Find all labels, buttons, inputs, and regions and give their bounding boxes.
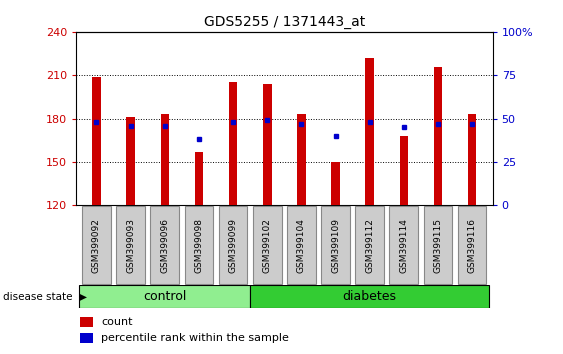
Bar xyxy=(297,114,306,205)
Bar xyxy=(126,117,135,205)
FancyBboxPatch shape xyxy=(321,206,350,284)
FancyBboxPatch shape xyxy=(390,206,418,284)
Text: GSM399112: GSM399112 xyxy=(365,218,374,273)
Text: GSM399099: GSM399099 xyxy=(229,218,238,273)
Bar xyxy=(263,84,271,205)
FancyBboxPatch shape xyxy=(253,206,282,284)
FancyBboxPatch shape xyxy=(117,206,145,284)
FancyBboxPatch shape xyxy=(355,206,384,284)
Bar xyxy=(160,114,169,205)
FancyBboxPatch shape xyxy=(219,206,247,284)
Bar xyxy=(80,317,93,327)
Text: disease state  ▶: disease state ▶ xyxy=(3,291,87,302)
Text: count: count xyxy=(101,317,132,327)
Text: diabetes: diabetes xyxy=(343,290,397,303)
Text: GSM399102: GSM399102 xyxy=(263,218,272,273)
Text: GSM399092: GSM399092 xyxy=(92,218,101,273)
Bar xyxy=(365,58,374,205)
Bar xyxy=(195,152,203,205)
FancyBboxPatch shape xyxy=(458,206,486,284)
Bar xyxy=(79,285,250,308)
Bar xyxy=(250,285,489,308)
Bar xyxy=(80,333,93,343)
FancyBboxPatch shape xyxy=(287,206,316,284)
Bar xyxy=(400,136,408,205)
Text: GSM399096: GSM399096 xyxy=(160,218,169,273)
FancyBboxPatch shape xyxy=(82,206,111,284)
Text: GSM399098: GSM399098 xyxy=(194,218,203,273)
Text: control: control xyxy=(143,290,186,303)
Bar xyxy=(331,162,340,205)
FancyBboxPatch shape xyxy=(185,206,213,284)
Text: GSM399116: GSM399116 xyxy=(468,218,477,273)
Bar xyxy=(229,82,238,205)
Text: GSM399115: GSM399115 xyxy=(434,218,443,273)
FancyBboxPatch shape xyxy=(150,206,179,284)
Text: GSM399104: GSM399104 xyxy=(297,218,306,273)
Bar xyxy=(92,77,101,205)
Text: percentile rank within the sample: percentile rank within the sample xyxy=(101,333,289,343)
Text: GSM399114: GSM399114 xyxy=(399,218,408,273)
Bar xyxy=(468,114,476,205)
Bar xyxy=(434,67,443,205)
FancyBboxPatch shape xyxy=(423,206,452,284)
Text: GSM399109: GSM399109 xyxy=(331,218,340,273)
Title: GDS5255 / 1371443_at: GDS5255 / 1371443_at xyxy=(204,16,365,29)
Text: GSM399093: GSM399093 xyxy=(126,218,135,273)
